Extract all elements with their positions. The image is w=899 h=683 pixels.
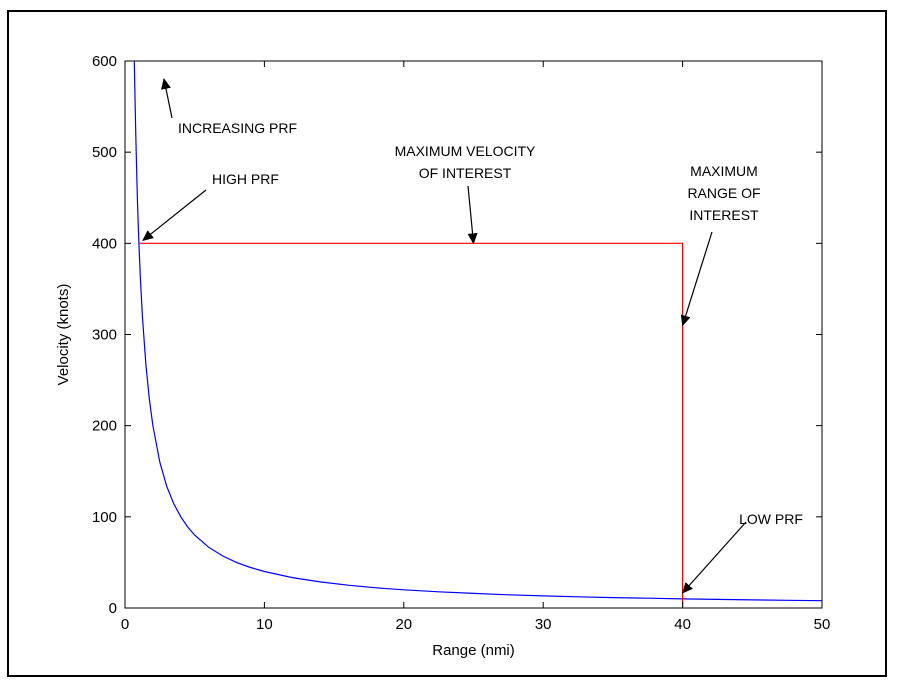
annotation-arrow [681, 521, 747, 594]
x-tick-label: 40 [674, 616, 691, 633]
annotation-text: MAXIMUM VELOCITY [395, 143, 536, 159]
y-tick-label: 400 [92, 235, 117, 252]
annotation-arrow [467, 185, 478, 245]
x-tick-label: 0 [121, 616, 129, 633]
x-tick-label: 30 [535, 616, 552, 633]
annotation-text: INTEREST [689, 207, 759, 223]
annotations-layer: INCREASING PRF HIGH PRF MAXIMUM VELOCITY OF… [142, 78, 803, 594]
annotation: INCREASING PRF [161, 78, 297, 136]
y-tick-label: 0 [109, 600, 117, 617]
annotation-text: RANGE OF [687, 185, 760, 201]
x-axis-label: Range (nmi) [432, 642, 515, 659]
annotation-text: INCREASING PRF [178, 120, 297, 136]
x-tick-label: 20 [395, 616, 412, 633]
annotation-text: OF INTEREST [419, 165, 512, 181]
y-tick-label: 200 [92, 418, 117, 435]
annotation-text: MAXIMUM [690, 163, 758, 179]
series-line-2 [138, 242, 684, 608]
annotation: HIGH PRF [142, 171, 279, 241]
annotation: MAXIMUM VELOCITY OF INTEREST [395, 143, 536, 245]
annotation-arrow [142, 189, 207, 241]
y-tick-label: 500 [92, 144, 117, 161]
figure-frame [7, 10, 887, 677]
series-line-1 [133, 61, 822, 602]
x-tick-label: 50 [814, 616, 831, 633]
annotation-arrow [161, 78, 173, 119]
y-tick-label: 300 [92, 327, 117, 344]
y-tick-label: 100 [92, 509, 117, 526]
y-tick-label: 600 [92, 53, 117, 70]
annotation: MAXIMUM RANGE OF INTEREST [680, 163, 761, 327]
x-tick-label: 10 [256, 616, 273, 633]
annotation-text: LOW PRF [739, 511, 803, 527]
annotation-text: HIGH PRF [212, 171, 279, 187]
series-layer [133, 61, 822, 608]
annotation-arrow [680, 231, 713, 327]
y-axis-label: Velocity (knots) [55, 284, 72, 386]
annotation: LOW PRF [681, 511, 803, 594]
